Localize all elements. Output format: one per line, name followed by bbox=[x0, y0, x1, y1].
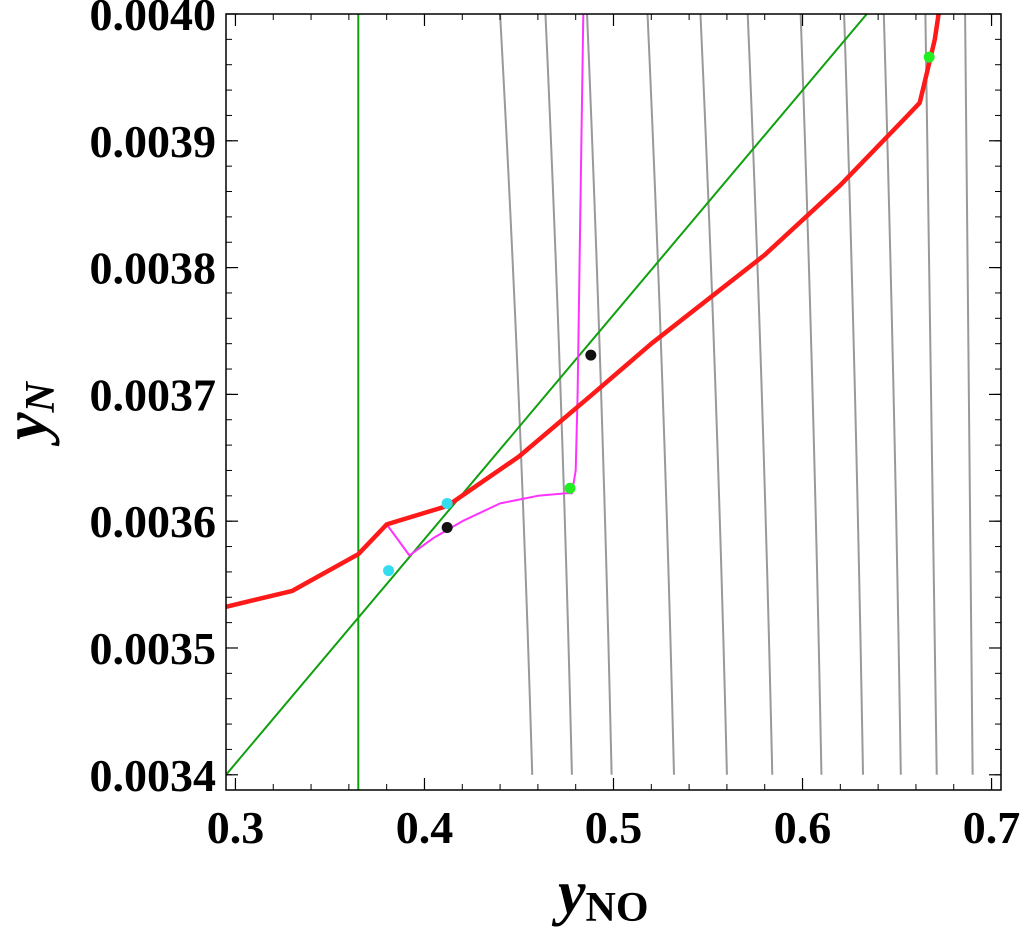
axis-ticks bbox=[226, 13, 1001, 790]
gray-contour-1 bbox=[544, 14, 573, 775]
magenta-curve bbox=[385, 14, 585, 557]
green-point-5 bbox=[923, 51, 935, 63]
gray-contour-4 bbox=[699, 14, 728, 775]
gray-contour-10 bbox=[964, 14, 974, 775]
red-curve bbox=[226, 14, 941, 610]
y-tick-label-1: 0.0035 bbox=[90, 623, 217, 674]
black-point-3 bbox=[585, 349, 597, 361]
x-tick-label-1: 0.4 bbox=[396, 802, 454, 853]
y-tick-label-0: 0.0034 bbox=[90, 750, 217, 801]
gray-contour-6 bbox=[799, 14, 823, 775]
y-tick-label-4: 0.0038 bbox=[90, 243, 217, 294]
gray-contour-lines bbox=[499, 14, 974, 775]
gray-contour-8 bbox=[882, 14, 902, 775]
tick-labels: 0.3 0.4 0.5 0.6 0.7 0.0034 0.0035 0.0036 0.0037 0… bbox=[90, 0, 1021, 853]
x-tick-label-0: 0.3 bbox=[207, 802, 265, 853]
gray-contour-0 bbox=[499, 14, 534, 775]
x-axis-title-main: y bbox=[551, 859, 586, 927]
plot-frame bbox=[225, 13, 1002, 791]
series-lines bbox=[226, 14, 941, 790]
y-axis-title: yN bbox=[0, 380, 64, 447]
x-tick-label-3: 0.6 bbox=[774, 802, 832, 853]
gray-contour-9 bbox=[924, 14, 938, 775]
marked-points bbox=[383, 51, 935, 577]
cyan-point-1 bbox=[441, 497, 453, 509]
x-tick-label-2: 0.5 bbox=[585, 802, 643, 853]
gray-contour-2 bbox=[586, 14, 613, 775]
x-tick-label-4: 0.7 bbox=[963, 802, 1021, 853]
y-tick-label-2: 0.0036 bbox=[90, 496, 217, 547]
cyan-point-0 bbox=[383, 565, 395, 577]
gray-contour-5 bbox=[746, 14, 774, 775]
y-axis-title-sub: N bbox=[18, 380, 64, 413]
y-tick-label-3: 0.0037 bbox=[90, 369, 217, 420]
y-axis-title-main: y bbox=[0, 412, 60, 447]
y-tick-label-5: 0.0039 bbox=[90, 116, 217, 167]
gray-contour-3 bbox=[646, 14, 675, 775]
green-diagonal-line bbox=[226, 14, 868, 776]
black-point-2 bbox=[441, 522, 453, 534]
gray-contour-7 bbox=[843, 14, 865, 775]
green-point-4 bbox=[564, 482, 576, 494]
x-axis-title: yNO bbox=[551, 859, 649, 929]
y-tick-label-6: 0.0040 bbox=[90, 0, 217, 40]
x-axis-title-sub: NO bbox=[586, 885, 649, 929]
